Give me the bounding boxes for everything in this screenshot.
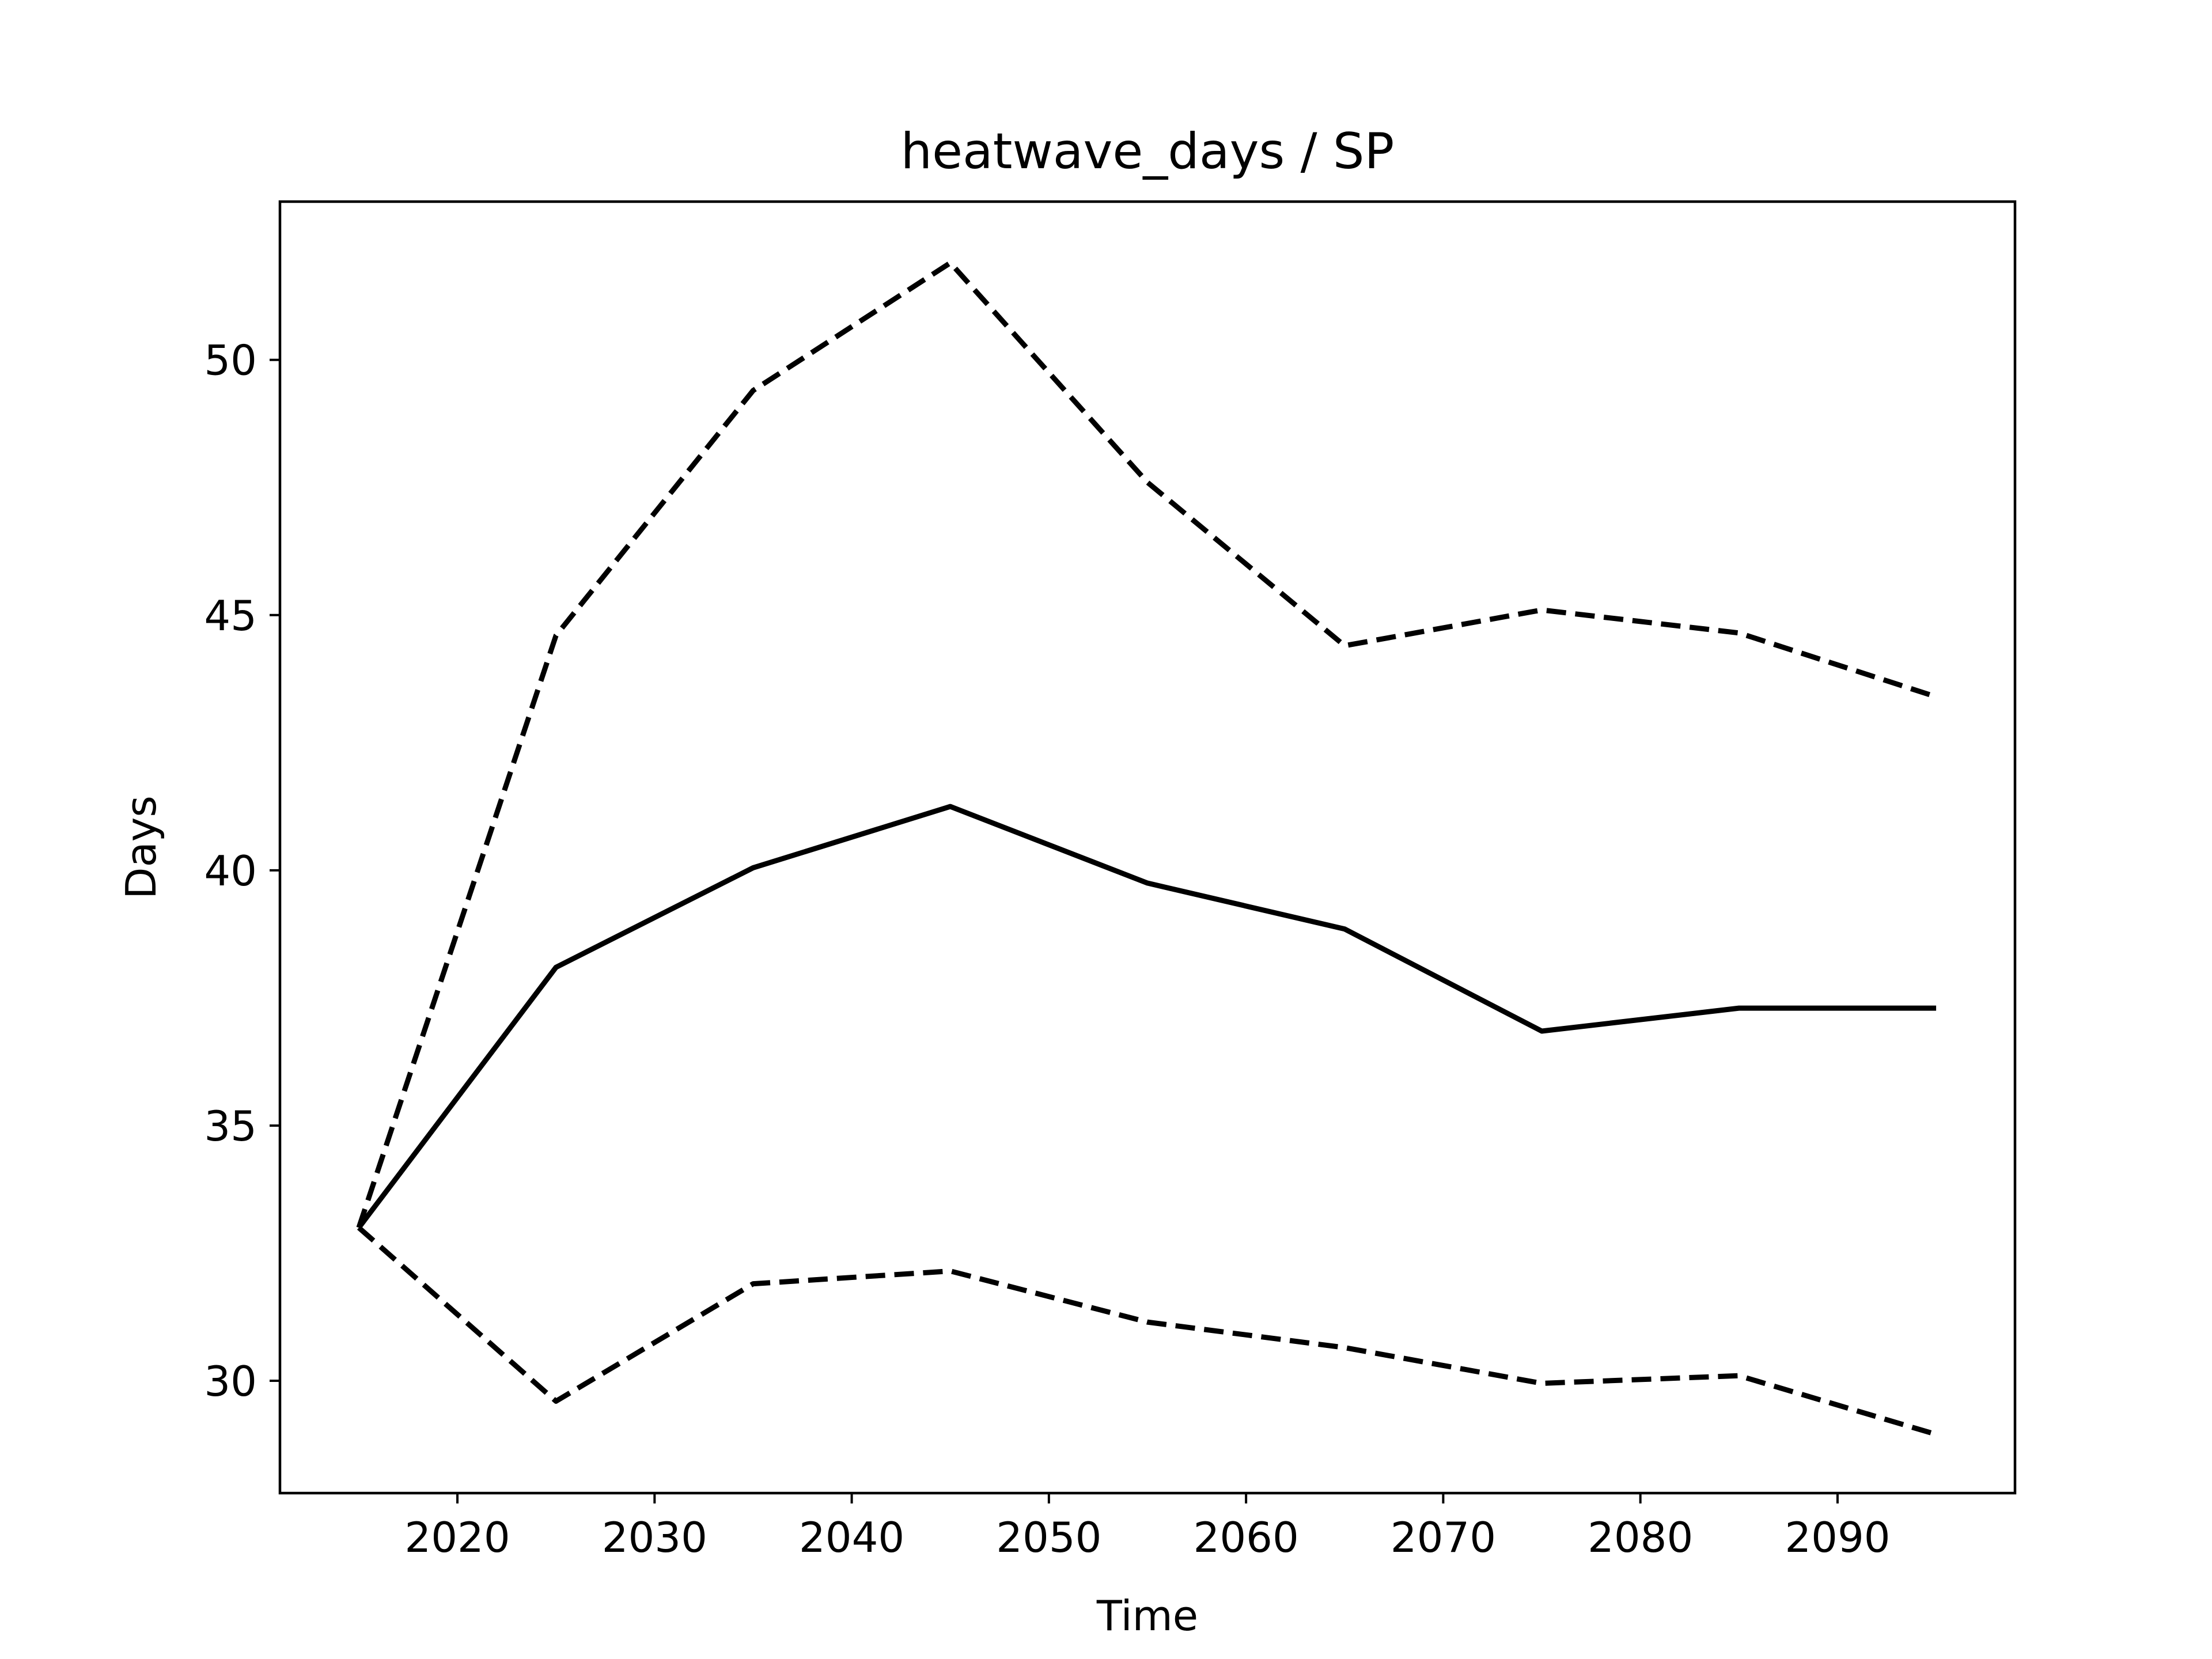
series-line-1	[357, 804, 1937, 1229]
x-tick-label: 2040	[799, 1513, 904, 1562]
y-tick-label: 30	[204, 1357, 257, 1406]
x-tick-label: 2070	[1391, 1513, 1496, 1562]
y-tick-label: 45	[204, 592, 257, 640]
x-tick-label: 2060	[1194, 1513, 1299, 1562]
x-axis: 2020 2030 2040 2050 2060 2070 2080 2090	[404, 1493, 1891, 1562]
y-tick-label: 35	[204, 1102, 257, 1150]
y-tick-label: 50	[204, 336, 257, 385]
x-tick-label: 2080	[1588, 1513, 1693, 1562]
plot-layer	[356, 260, 1937, 1437]
x-tick-label: 2030	[602, 1513, 707, 1562]
y-axis: 30 35 40 45 50	[204, 336, 280, 1406]
x-tick-label: 2090	[1785, 1513, 1890, 1562]
series-line-2	[356, 260, 1937, 1229]
x-tick-label: 2020	[404, 1513, 510, 1562]
x-tick-label: 2050	[996, 1513, 1101, 1562]
x-axis-label: Time	[1096, 1592, 1198, 1640]
y-axis-label: Days	[117, 796, 165, 899]
plot-frame	[278, 200, 2017, 1495]
y-tick-label: 40	[204, 847, 257, 895]
series-line-3	[357, 1225, 1937, 1437]
chart-title: heatwave_days / SP	[901, 123, 1395, 180]
